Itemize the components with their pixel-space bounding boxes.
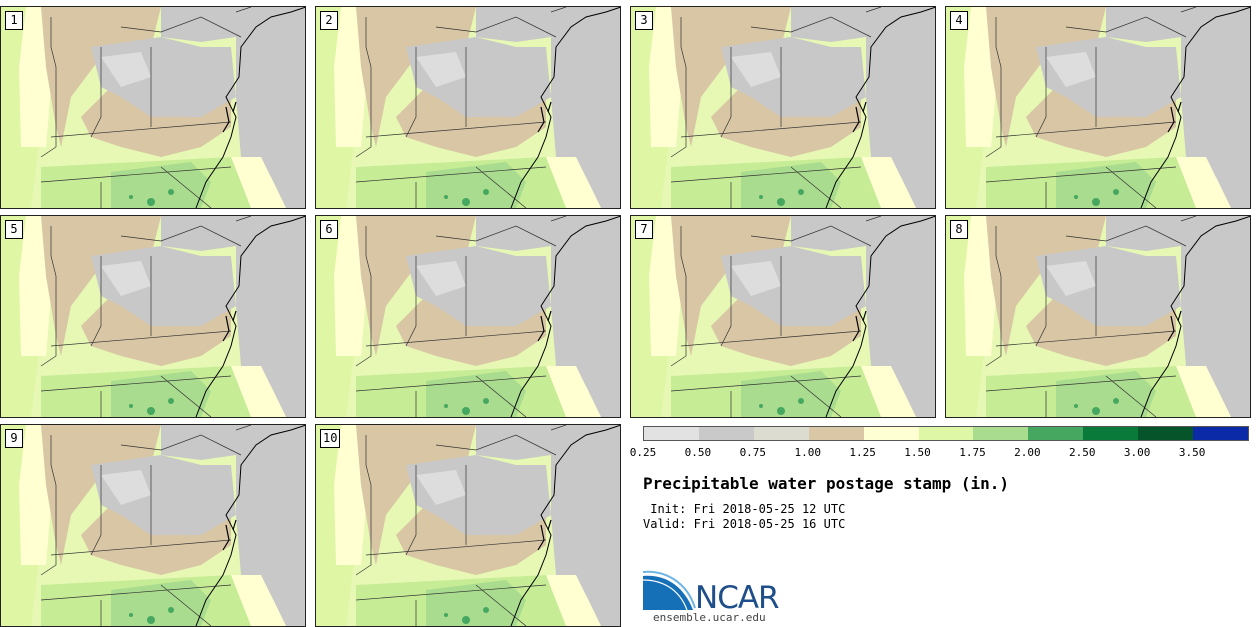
colorbar-tick-label: 2.50 xyxy=(1069,446,1096,459)
stamp-number: 7 xyxy=(635,220,653,239)
colorbar-segment xyxy=(808,427,864,440)
init-time: Init: Fri 2018-05-25 12 UTC xyxy=(643,502,846,516)
colorbar-tick-label: 1.75 xyxy=(959,446,986,459)
stamp-1: 1 xyxy=(0,6,306,209)
colorbar-segment xyxy=(863,427,919,440)
stamp-7: 7 xyxy=(630,215,936,418)
ncar-logo-icon xyxy=(643,570,696,611)
precip-water-map xyxy=(631,216,935,417)
stamp-number: 1 xyxy=(5,11,23,30)
stamp-number: 3 xyxy=(635,11,653,30)
colorbar-segment xyxy=(644,427,699,440)
colorbar-segment xyxy=(1138,427,1194,440)
colorbar-segment xyxy=(918,427,974,440)
colorbar-tick-label: 1.50 xyxy=(904,446,931,459)
stamp-number: 6 xyxy=(320,220,338,239)
colorbar-tick-label: 1.25 xyxy=(849,446,876,459)
stamp-10: 10 xyxy=(315,424,621,627)
colorbar-segment xyxy=(1193,427,1248,440)
stamp-5: 5 xyxy=(0,215,306,418)
colorbar-tick-label: 1.00 xyxy=(794,446,821,459)
colorbar xyxy=(643,426,1249,441)
colorbar-segment xyxy=(753,427,809,440)
precip-water-map xyxy=(631,7,935,208)
stamp-2: 2 xyxy=(315,6,621,209)
precip-water-map xyxy=(1,425,305,626)
colorbar-tick-label: 0.75 xyxy=(739,446,767,459)
stamp-4: 4 xyxy=(945,6,1251,209)
stamp-6: 6 xyxy=(315,215,621,418)
precip-water-map xyxy=(1,7,305,208)
precip-water-map xyxy=(1,216,305,417)
stamp-number: 8 xyxy=(950,220,968,239)
precip-water-map xyxy=(946,216,1250,417)
stamp-3: 3 xyxy=(630,6,936,209)
stamp-number: 9 xyxy=(5,429,23,448)
logo-text: NCAR xyxy=(695,580,780,616)
colorbar-tick-label: 3.00 xyxy=(1123,446,1151,459)
colorbar-segment xyxy=(973,427,1029,440)
stamp-number: 2 xyxy=(320,11,338,30)
colorbar-segment xyxy=(698,427,754,440)
stamp-number: 4 xyxy=(950,11,968,30)
precip-water-map xyxy=(316,7,620,208)
stamp-number: 5 xyxy=(5,220,23,239)
stamp-9: 9 xyxy=(0,424,306,627)
colorbar-tick-label: 2.00 xyxy=(1014,446,1041,459)
valid-time: Valid: Fri 2018-05-25 16 UTC xyxy=(643,517,846,531)
colorbar-tick-label: 3.50 xyxy=(1178,446,1206,459)
colorbar-tick-label: 0.50 xyxy=(684,446,712,459)
stamp-8: 8 xyxy=(945,215,1251,418)
colorbar-segment xyxy=(1083,427,1139,440)
logo-url: ensemble.ucar.edu xyxy=(653,611,766,624)
precip-water-map xyxy=(946,7,1250,208)
precip-water-map xyxy=(316,425,620,626)
stamp-number: 10 xyxy=(320,429,341,448)
page-title: Precipitable water postage stamp (in.) xyxy=(643,474,1010,493)
colorbar-segment xyxy=(1028,427,1084,440)
colorbar-tick-label: 0.25 xyxy=(629,446,657,459)
precip-water-map xyxy=(316,216,620,417)
